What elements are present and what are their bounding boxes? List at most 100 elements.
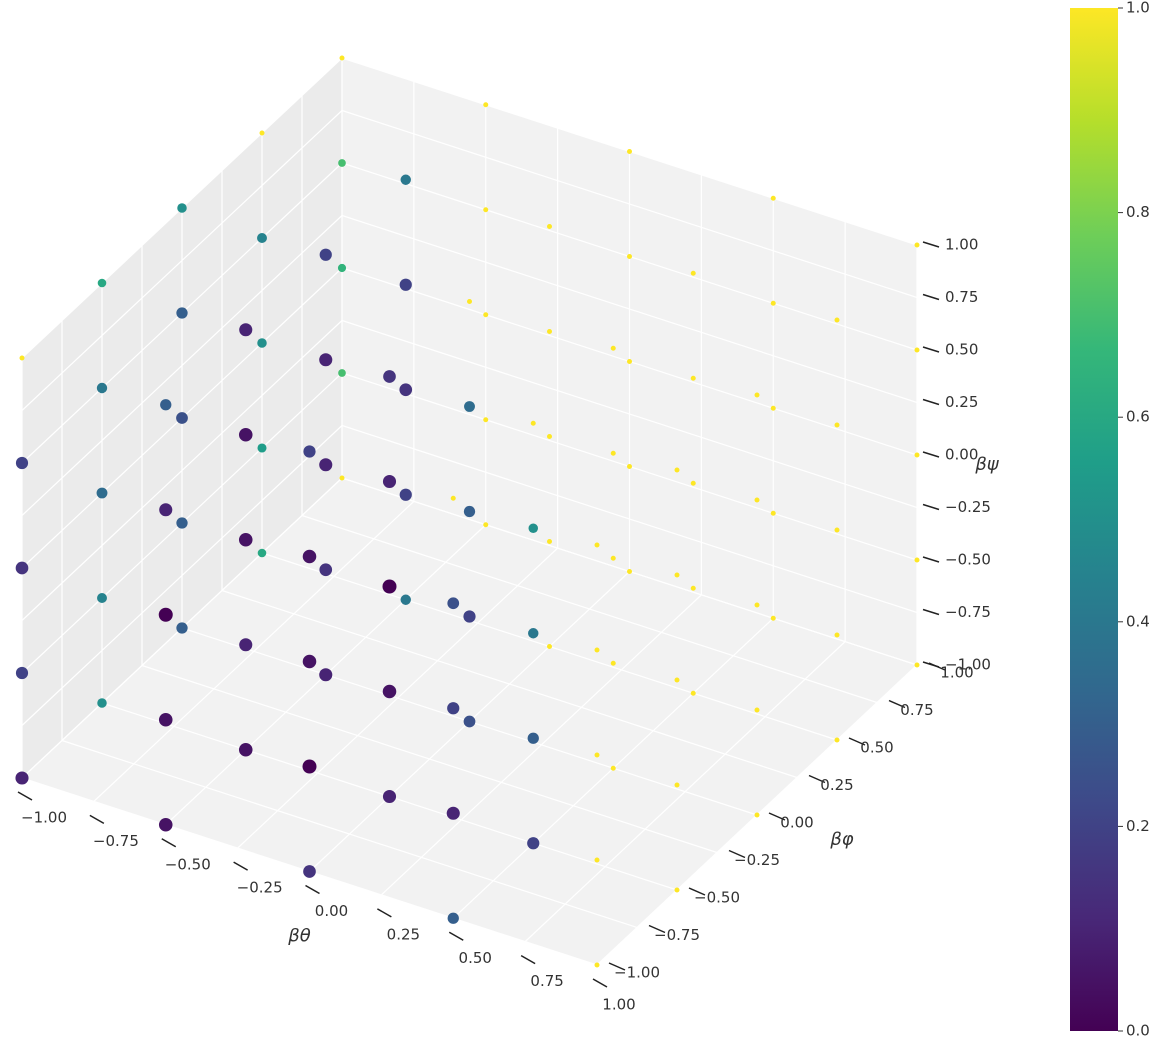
data-point: [15, 456, 29, 470]
colorbar: [1070, 8, 1118, 1031]
tick-mark: [922, 661, 940, 668]
tick-label: 0.50: [459, 949, 492, 967]
data-point: [627, 254, 632, 259]
data-point: [400, 594, 411, 605]
grid-line: [141, 664, 718, 854]
data-point: [158, 712, 173, 727]
data-point: [834, 422, 840, 428]
tick-label: 0.25: [387, 925, 420, 943]
tick-label: 0.0: [1126, 1022, 1150, 1039]
data-point: [483, 417, 489, 423]
data-point: [690, 690, 696, 696]
data-point: [15, 666, 29, 680]
data-point: [674, 782, 680, 788]
tick-label: −0.25: [237, 879, 283, 897]
data-point: [382, 579, 397, 594]
data-point: [770, 615, 776, 621]
data-point: [528, 628, 539, 639]
data-point: [610, 660, 616, 666]
grid-line: [341, 109, 918, 299]
data-point: [382, 474, 397, 489]
tick-label: 1.00: [602, 996, 635, 1014]
data-point: [446, 806, 460, 820]
data-point: [447, 597, 460, 610]
tick-mark: [728, 849, 746, 859]
tick-mark: [688, 887, 706, 896]
data-point: [547, 329, 552, 334]
data-point: [302, 759, 317, 774]
data-point: [97, 698, 107, 708]
tick-label: 0.6: [1126, 408, 1150, 426]
tick-label: 0.4: [1126, 612, 1150, 630]
data-point: [690, 585, 696, 591]
grid-line: [341, 424, 918, 614]
data-point: [483, 102, 489, 108]
data-point: [160, 399, 172, 411]
tick-mark: [922, 241, 940, 248]
data-point: [914, 452, 920, 458]
tick-label: 0.25: [945, 393, 978, 411]
tick-label: 0.75: [945, 288, 978, 306]
data-point: [770, 510, 776, 516]
tick-label: 1.00: [945, 236, 978, 254]
data-point: [754, 707, 760, 713]
x-axis-label: βθ: [287, 926, 311, 947]
data-point: [547, 434, 552, 439]
tick-label: 0.00: [945, 446, 978, 464]
data-point: [610, 450, 616, 456]
tick-label: −0.75: [945, 603, 991, 621]
data-point: [527, 837, 540, 850]
tick-mark: [89, 814, 105, 825]
data-point: [96, 487, 108, 499]
tick-label: 0.8: [1126, 203, 1150, 221]
tick-label: 1.0: [1126, 0, 1150, 17]
data-point: [914, 347, 920, 353]
data-point: [547, 539, 552, 544]
data-point: [319, 353, 333, 367]
tick-label: −0.25: [945, 498, 991, 516]
data-point: [319, 563, 333, 577]
data-point: [467, 299, 472, 304]
data-point: [338, 159, 346, 167]
data-point: [303, 445, 316, 458]
data-point: [594, 857, 600, 863]
data-point: [594, 962, 600, 968]
data-point: [239, 638, 253, 652]
tick-label: −0.50: [694, 889, 740, 907]
data-point: [257, 233, 267, 243]
tick-label: −0.50: [165, 855, 211, 873]
tick-label: 1.00: [940, 664, 973, 682]
tick-mark: [377, 908, 392, 918]
tick-mark: [808, 774, 826, 784]
data-point: [834, 632, 840, 638]
tick-mark: [922, 556, 940, 563]
tick-label: −0.25: [734, 851, 780, 869]
data-point: [483, 312, 489, 318]
data-point: [176, 412, 188, 424]
data-point: [339, 475, 345, 481]
data-point: [97, 278, 107, 288]
tick-mark: [922, 346, 940, 353]
data-point: [382, 789, 397, 804]
data-point: [834, 527, 840, 533]
tick-label: 0.75: [900, 701, 933, 719]
tick-label: 0.75: [530, 972, 563, 990]
tick-label: 0.50: [860, 739, 893, 757]
grid-line: [301, 514, 878, 704]
tick-label: −0.75: [93, 832, 139, 850]
data-point: [176, 517, 188, 529]
data-point: [177, 203, 187, 213]
tick-label: 0.50: [945, 341, 978, 359]
grid-line: [341, 319, 918, 509]
data-point: [754, 812, 760, 818]
data-point: [627, 569, 632, 574]
data-point: [547, 644, 552, 649]
data-point: [594, 542, 600, 548]
data-point: [259, 130, 265, 136]
data-point: [257, 443, 267, 453]
y-axis-label: βφ: [829, 829, 853, 850]
tick-label: 0.2: [1126, 817, 1150, 835]
tick-mark: [922, 503, 940, 511]
